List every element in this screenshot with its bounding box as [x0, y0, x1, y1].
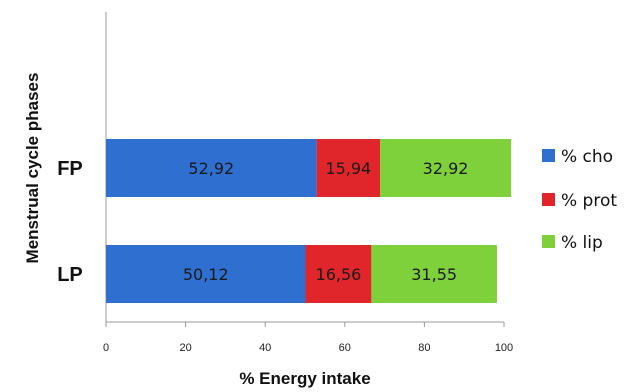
legend-label: % prot	[561, 191, 617, 211]
data-label: 52,92	[188, 159, 234, 178]
x-tick-label: 60	[339, 342, 351, 354]
x-tick-label: 20	[179, 342, 191, 354]
legend-swatch	[542, 149, 555, 162]
bar-segment-lp-0	[106, 245, 306, 303]
bars-group: 52,92 15,94 32,92 50,12 16,56 31,55	[106, 139, 512, 303]
legend-label: % lip	[561, 233, 603, 253]
legend-swatch	[542, 235, 555, 248]
y-axis-title: Menstrual cycle phases	[23, 73, 42, 264]
bar-segment-fp-1	[316, 139, 381, 197]
legend: % cho % prot % lip	[542, 147, 617, 253]
data-label: 15,94	[325, 159, 371, 178]
x-axis-ticks: 0 20 40 60 80 100	[103, 322, 513, 354]
bar-segment-lp-2	[371, 245, 497, 303]
x-tick-label: 0	[103, 342, 109, 354]
data-label: 16,56	[316, 265, 362, 284]
data-label: 50,12	[183, 265, 229, 284]
data-label: 31,55	[411, 265, 457, 284]
category-label-fp: FP	[57, 158, 83, 180]
category-labels: FP LP	[57, 158, 83, 286]
category-label-lp: LP	[57, 264, 83, 286]
bar-segment-fp-2	[380, 139, 512, 197]
legend-swatch	[542, 193, 555, 206]
bar-segment-lp-1	[305, 245, 372, 303]
x-axis-title: % Energy intake	[239, 369, 370, 388]
data-label: 32,92	[423, 159, 469, 178]
x-tick-label: 40	[259, 342, 271, 354]
legend-label: % cho	[561, 147, 613, 167]
x-tick-label: 80	[418, 342, 430, 354]
x-tick-label: 100	[495, 342, 513, 354]
bar-segment-fp-0	[106, 139, 317, 197]
